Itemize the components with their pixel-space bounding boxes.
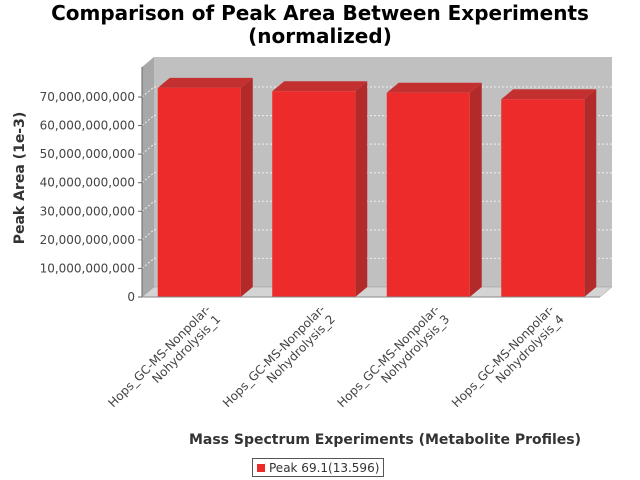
y-tick-label: 50,000,000,000 bbox=[40, 147, 135, 161]
bar-top bbox=[157, 77, 253, 88]
bar-front bbox=[157, 87, 241, 297]
bar bbox=[157, 77, 253, 297]
plot-left-wall bbox=[142, 57, 154, 297]
legend-label: Peak 69.1(13.596) bbox=[269, 460, 380, 475]
bar-top bbox=[272, 81, 368, 92]
bar-top bbox=[386, 82, 482, 93]
gridline bbox=[141, 172, 155, 184]
x-tick-label: Hops_GC-MS-Nonpolar-Nohydrolysis_1 bbox=[105, 302, 223, 420]
bar bbox=[386, 82, 482, 297]
y-tick-label: 40,000,000,000 bbox=[40, 176, 135, 190]
bar bbox=[501, 89, 597, 298]
y-tick-label: 10,000,000,000 bbox=[40, 261, 135, 275]
gridline bbox=[141, 115, 155, 126]
x-tick-label-line: Hops_GC-MS-Nonpolar- bbox=[105, 302, 213, 410]
x-tick-label: Hops_GC-MS-Nonpolar-Nohydrolysis_4 bbox=[449, 302, 567, 420]
legend: Peak 69.1(13.596) bbox=[252, 458, 385, 477]
x-tick-label: Hops_GC-MS-Nonpolar-Nohydrolysis_3 bbox=[334, 302, 452, 420]
legend-swatch bbox=[257, 463, 265, 472]
chart-title: Comparison of Peak Area Between Experime… bbox=[0, 2, 640, 48]
bar-front bbox=[272, 91, 356, 298]
x-axis-title: Mass Spectrum Experiments (Metabolite Pr… bbox=[189, 432, 581, 448]
bar-side bbox=[584, 89, 597, 298]
bar-side bbox=[240, 77, 253, 297]
bar bbox=[272, 81, 368, 298]
bar-front bbox=[501, 99, 585, 298]
bars bbox=[157, 77, 597, 298]
y-tick-label: 70,000,000,000 bbox=[40, 90, 135, 104]
y-tick-label: 30,000,000,000 bbox=[40, 204, 135, 218]
gridline bbox=[141, 258, 155, 269]
gridline bbox=[141, 143, 155, 155]
chart-title-line-2: (normalized) bbox=[248, 24, 392, 48]
gridline bbox=[141, 229, 155, 241]
y-axis: 0 10,000,000,000 20,000,000,000 30,000,000,… bbox=[40, 67, 143, 304]
bar-side bbox=[355, 81, 368, 298]
y-tick-label: 0 bbox=[127, 290, 135, 304]
gridline bbox=[141, 200, 155, 212]
x-tick-label-line: Hops_GC-MS-Nonpolar- bbox=[449, 302, 557, 410]
y-axis-title: Peak Area (1e-3) bbox=[12, 112, 28, 245]
bar-top bbox=[501, 89, 597, 100]
x-axis: Hops_GC-MS-Nonpolar-Nohydrolysis_1Hops_G… bbox=[105, 296, 600, 420]
x-tick-label-line: Hops_GC-MS-Nonpolar- bbox=[220, 302, 328, 410]
plot-back-wall bbox=[154, 57, 612, 287]
x-tick-label-line: Hops_GC-MS-Nonpolar- bbox=[334, 302, 442, 410]
x-tick-label: Hops_GC-MS-Nonpolar-Nohydrolysis_2 bbox=[220, 302, 338, 420]
bar-front bbox=[386, 92, 470, 297]
y-tick-label: 60,000,000,000 bbox=[40, 119, 135, 133]
chart-title-line-1: Comparison of Peak Area Between Experime… bbox=[51, 1, 589, 25]
y-tick-label: 20,000,000,000 bbox=[40, 233, 135, 247]
gridline bbox=[141, 86, 155, 98]
bar-side bbox=[469, 82, 482, 297]
